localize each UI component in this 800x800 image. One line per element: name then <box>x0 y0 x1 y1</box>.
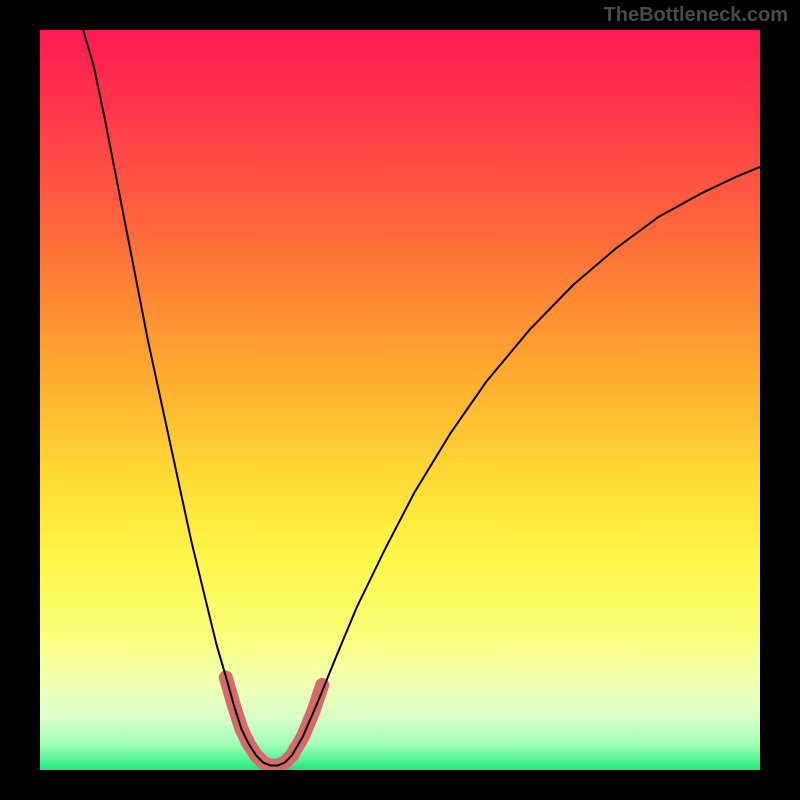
watermark-text: TheBottleneck.com <box>604 4 788 27</box>
bottleneck-curve-path <box>83 30 760 766</box>
plot-area <box>40 30 760 770</box>
curve-layer <box>40 30 760 770</box>
chart-container: TheBottleneck.com <box>0 0 800 800</box>
highlight-band-path <box>226 678 322 766</box>
